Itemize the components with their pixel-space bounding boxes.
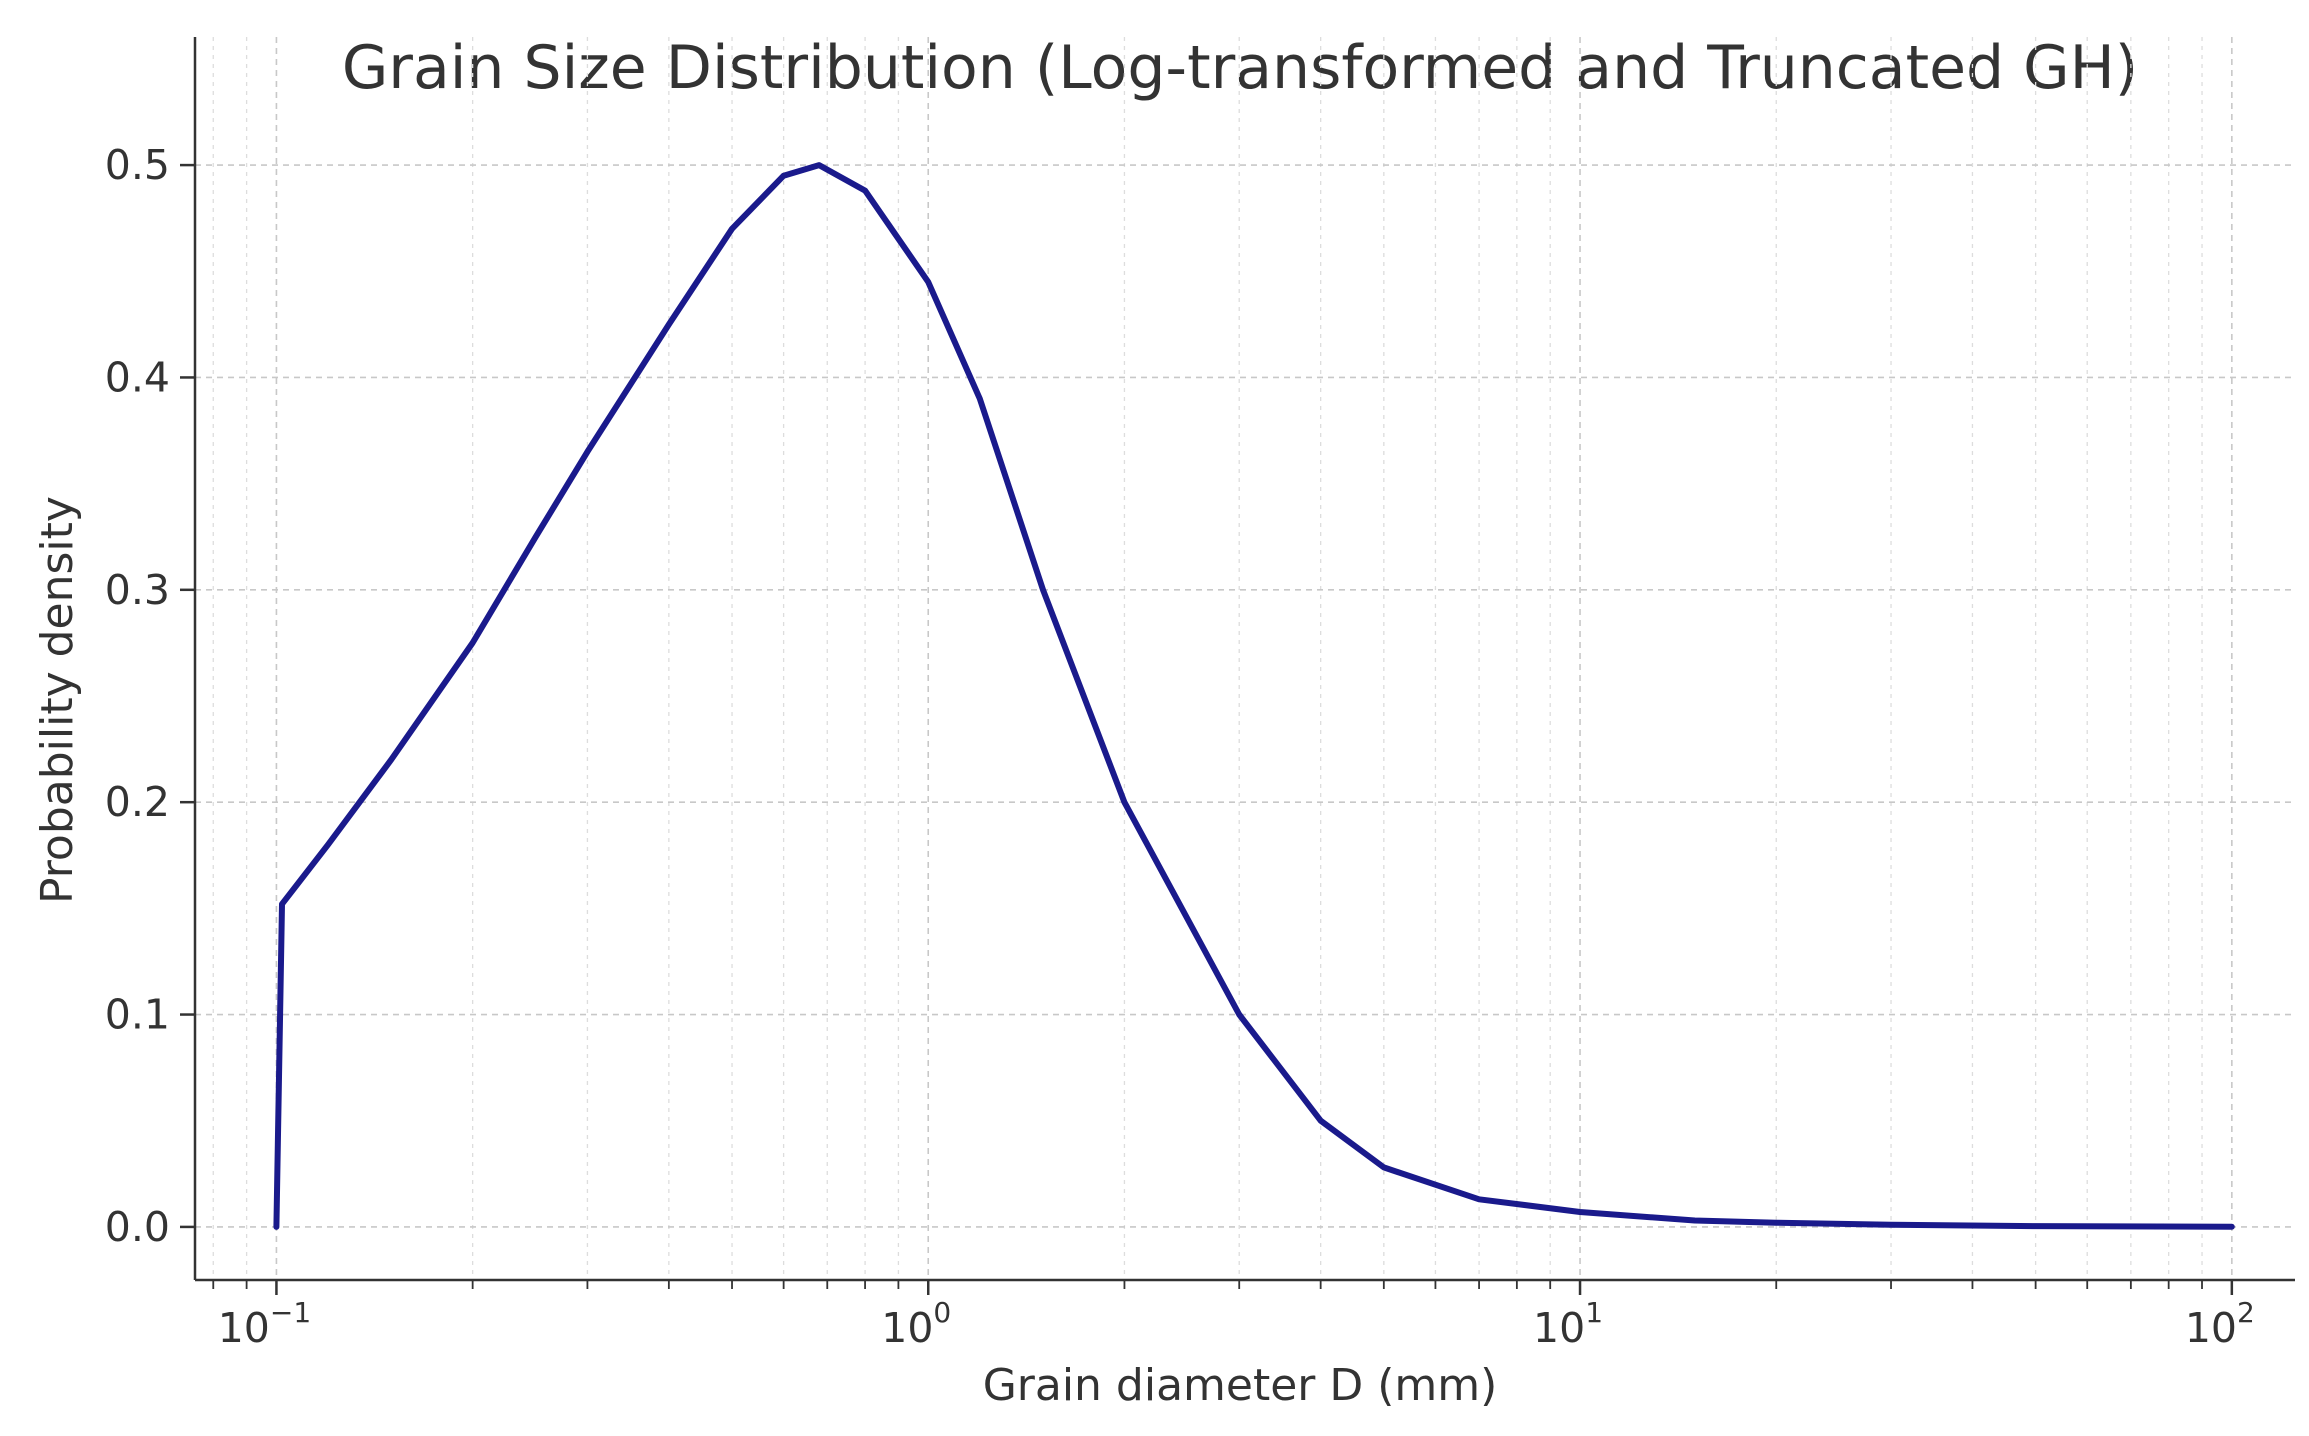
y-tick-label: 0.0	[105, 1203, 170, 1251]
series-group	[273, 162, 2235, 1230]
chart-title: Grain Size Distribution (Log-transformed…	[342, 33, 2138, 103]
x-tick-label: 102	[2185, 1296, 2255, 1352]
axes	[193, 37, 2295, 1282]
y-tick-label: 0.5	[105, 141, 170, 189]
y-axis-ticks: 0.0 0.1 0.2 0.3 0.4 0.5	[105, 141, 195, 1251]
y-tick-label: 0.4	[105, 353, 170, 401]
minor-gridlines	[212, 37, 2203, 1280]
series-line-1	[273, 162, 2235, 1230]
x-tick-label: 100	[881, 1296, 951, 1352]
x-axis-label: Grain diameter D (mm)	[983, 1360, 1498, 1411]
x-tick-label: 101	[1533, 1296, 1603, 1352]
x-axis-ticks: 10−1 100 101 102	[212, 1280, 2255, 1352]
x-tick-label: 10−1	[218, 1296, 311, 1352]
y-tick-label: 0.2	[105, 778, 170, 826]
y-axis-label: Probability density	[32, 496, 83, 904]
y-tick-label: 0.1	[105, 991, 170, 1039]
y-tick-label: 0.3	[105, 566, 170, 614]
